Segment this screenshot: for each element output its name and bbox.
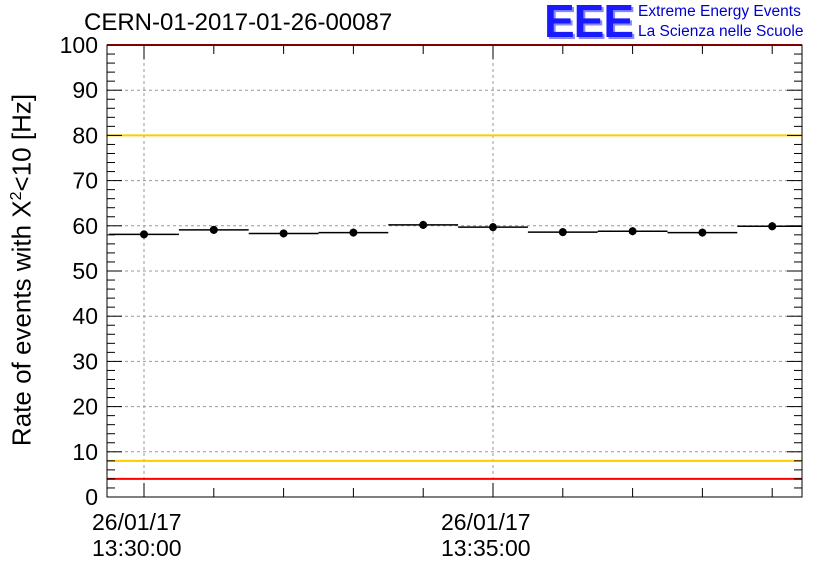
y-tick-label: 30 [72, 348, 98, 374]
eee-logo: EEE Extreme Energy Events La Scienza nel… [544, 0, 834, 47]
y-tick-label: 50 [72, 258, 98, 284]
y-tick-label: 20 [72, 394, 98, 420]
axes: 0 10 20 30 40 50 60 70 80 90 100 [60, 32, 803, 510]
x-tick-label: 26/01/17 13:30:00 [92, 509, 182, 561]
data-point [140, 230, 148, 239]
grid [107, 45, 802, 497]
data-point [419, 220, 428, 229]
data-point [489, 223, 497, 232]
data-point [349, 228, 358, 237]
y-tick-label: 70 [72, 168, 98, 194]
x-tick-label-time: 13:30:00 [92, 535, 182, 561]
data-series [109, 220, 802, 239]
eee-logo-line2: La Scienza nelle Scuole [638, 23, 804, 40]
y-tick-label: 80 [72, 122, 98, 148]
y-tick-label: 0 [85, 484, 98, 510]
x-tick-label-time: 13:35:00 [441, 535, 531, 561]
y-tick-label: 100 [60, 32, 98, 58]
y-tick-label: 90 [72, 77, 98, 103]
data-point [558, 228, 567, 237]
eee-logo-mark: EEE [544, 0, 634, 47]
data-point [209, 225, 218, 234]
chart-title: CERN-01-2017-01-26-00087 [84, 9, 393, 36]
eee-logo-line1: Extreme Energy Events [638, 3, 801, 20]
data-point [279, 229, 288, 238]
x-tick-label-date: 26/01/17 [441, 509, 531, 535]
x-tick-label: 26/01/17 13:35:00 [441, 509, 531, 561]
x-tick-label-date: 26/01/17 [92, 509, 182, 535]
data-point [768, 222, 777, 231]
data-point [698, 228, 707, 237]
y-tick-label: 10 [72, 439, 98, 465]
y-tick-label: 60 [72, 213, 98, 239]
y-tick-label: 40 [72, 303, 98, 329]
data-point [628, 227, 637, 236]
reference-lines [107, 44, 802, 480]
